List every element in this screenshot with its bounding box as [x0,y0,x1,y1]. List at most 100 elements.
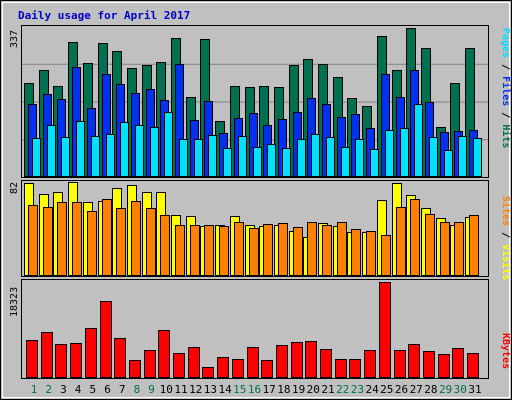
bar-sites-day-6 [102,199,112,276]
bar-kbytes-day-4 [70,343,82,378]
bar-pages-day-19 [297,139,306,177]
bar-pages-day-28 [429,137,438,177]
day-labels: 1 2 3 4 5 6 7 8 9 10 11 12 13 14 15 16 17 18 19 20 21 22 23 24 2… [31,383,482,396]
bar-pages-day-23 [355,139,364,177]
day-label-21: 21 [321,383,334,396]
bar-kbytes-day-9 [144,350,156,378]
bar-kbytes-day-24 [364,350,376,378]
bar-kbytes-day-10 [158,330,170,378]
bar-kbytes-day-15 [232,359,244,378]
bar-kbytes-day-27 [408,344,420,378]
day-label-4: 4 [75,383,82,396]
bar-sites-day-13 [204,225,214,276]
bar-kbytes-day-17 [261,360,273,378]
bar-sites-day-24 [366,231,376,276]
bar-kbytes-day-26 [394,350,406,378]
bar-kbytes-day-6 [100,301,112,378]
bar-sites-day-23 [351,229,361,276]
day-label-24: 24 [365,383,379,396]
bar-pages-day-6 [106,134,115,177]
bar-sites-day-28 [425,214,435,276]
day-label-22: 22 [336,383,349,396]
bar-sites-day-21 [322,225,332,276]
day-label-13: 13 [204,383,217,396]
bar-sites-day-10 [160,215,170,276]
bar-pages-day-7 [120,122,129,177]
day-label-26: 26 [395,383,408,396]
hits-files-pages-axis-label: Pages / Files / Hits [500,28,512,148]
bar-kbytes-day-18 [276,345,288,378]
bar-kbytes-day-7 [114,338,126,378]
bar-sites-day-25 [381,235,391,276]
day-label-9: 9 [148,383,155,396]
bar-kbytes-day-3 [55,344,67,378]
day-label-23: 23 [351,383,364,396]
day-label-25: 25 [380,383,393,396]
bar-pages-day-30 [458,136,467,177]
day-label-19: 19 [292,383,305,396]
bar-sites-day-8 [131,201,141,276]
bar-pages-day-14 [223,148,232,177]
bar-pages-day-9 [150,127,159,177]
day-label-6: 6 [104,383,111,396]
bar-sites-day-17 [263,224,273,276]
bar-pages-day-11 [179,139,188,177]
bar-sites-day-27 [410,199,420,276]
bar-kbytes-day-19 [291,342,303,378]
bar-kbytes-day-30 [452,348,464,378]
day-label-28: 28 [424,383,437,396]
bar-pages-day-25 [385,130,394,177]
bar-sites-day-7 [116,208,126,276]
day-label-31: 31 [468,383,481,396]
bar-sites-day-30 [454,222,464,276]
axis-label-part: Sites [500,196,512,226]
bar-kbytes-day-14 [217,357,229,378]
kbytes-axis-label: KBytes [500,333,511,369]
bar-kbytes-day-5 [85,328,97,378]
axis-label-part: / [500,58,511,76]
bar-pages-day-15 [238,136,247,177]
bar-sites-day-29 [440,222,450,276]
bar-kbytes-day-31 [467,353,479,378]
bar-kbytes-day-13 [202,367,214,378]
day-label-7: 7 [119,383,126,396]
bar-kbytes-day-20 [305,341,317,378]
chart-title: Daily usage for April 2017 [18,9,190,22]
day-label-29: 29 [439,383,452,396]
bar-sites-day-16 [249,228,259,276]
bar-sites-day-19 [293,227,303,276]
bar-pages-day-1 [32,138,41,177]
bar-sites-day-22 [337,222,347,276]
bar-sites-day-12 [190,225,200,276]
bar-pages-day-4 [76,121,85,177]
day-label-10: 10 [160,383,173,396]
bar-kbytes-day-28 [423,351,435,378]
bar-sites-day-2 [43,207,53,276]
bar-pages-day-18 [282,148,291,177]
axis-label-part: Hits [500,124,512,148]
hits-ymax-label: 337 [9,30,20,48]
bar-pages-day-26 [400,128,409,177]
bar-sites-day-20 [307,222,317,276]
day-label-16: 16 [248,383,261,396]
bar-pages-day-21 [326,137,335,177]
day-label-15: 15 [233,383,246,396]
bar-kbytes-day-16 [247,347,259,378]
bar-pages-day-16 [253,147,262,177]
day-label-5: 5 [89,383,96,396]
day-label-17: 17 [263,383,276,396]
bar-kbytes-day-2 [41,332,53,378]
bar-sites-day-3 [57,202,67,276]
bar-sites-day-4 [72,202,82,276]
kbytes-ymax-label: 18323 [9,287,20,317]
bar-pages-day-29 [444,150,453,177]
bar-pages-day-12 [194,139,203,177]
axis-label-part: / [500,106,511,124]
bar-pages-day-17 [267,144,276,177]
axis-label-part: KBytes [500,333,511,369]
bar-sites-day-14 [219,226,229,276]
bar-sites-day-11 [175,225,185,276]
bar-pages-day-31 [473,138,482,177]
